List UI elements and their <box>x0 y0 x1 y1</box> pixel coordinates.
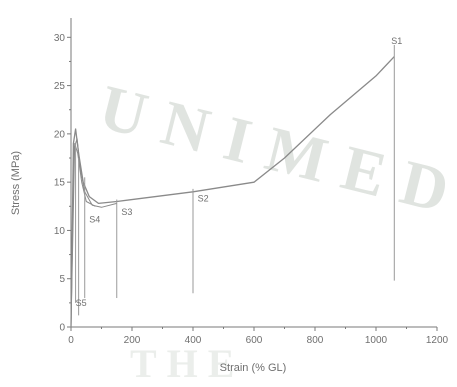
x-tick-label: 200 <box>124 335 141 346</box>
x-tick-label: 800 <box>307 335 324 346</box>
annotations: S1 S2 S3 S4 S5 <box>76 36 403 308</box>
x-tick-label: 1000 <box>365 335 388 346</box>
y-tick-label: 5 <box>59 274 65 285</box>
x-tick-label: 600 <box>246 335 263 346</box>
y-tick-label: 10 <box>54 226 66 237</box>
annotation-s5: S5 <box>76 298 87 308</box>
y-tick-label: 20 <box>54 129 66 140</box>
stress-strain-chart: 0 5 10 15 20 25 30 0 200 400 600 800 1000 1200 S1 S2 S3… <box>10 18 449 374</box>
series-line-3 <box>70 143 96 328</box>
x-tick-label: 400 <box>185 335 202 346</box>
series-line-1 <box>70 56 395 328</box>
y-axis-label: Stress (MPa) <box>10 151 22 215</box>
axes: 0 5 10 15 20 25 30 0 200 400 600 800 1000 1200 <box>54 18 449 346</box>
y-tick-label: 15 <box>54 178 66 189</box>
series-group <box>70 56 395 328</box>
annotation-s2: S2 <box>198 193 209 203</box>
y-tick-label: 25 <box>54 81 66 92</box>
x-axis-label: Strain (% GL) <box>220 362 287 374</box>
x-tick-label: 1200 <box>426 335 449 346</box>
break-lines <box>75 45 395 316</box>
annotation-s1: S1 <box>391 36 402 46</box>
x-tick-label: 0 <box>68 335 74 346</box>
annotation-s4: S4 <box>89 215 100 225</box>
y-tick-label: 0 <box>59 323 65 334</box>
y-tick-label: 30 <box>54 33 66 44</box>
annotation-s3: S3 <box>121 207 132 217</box>
